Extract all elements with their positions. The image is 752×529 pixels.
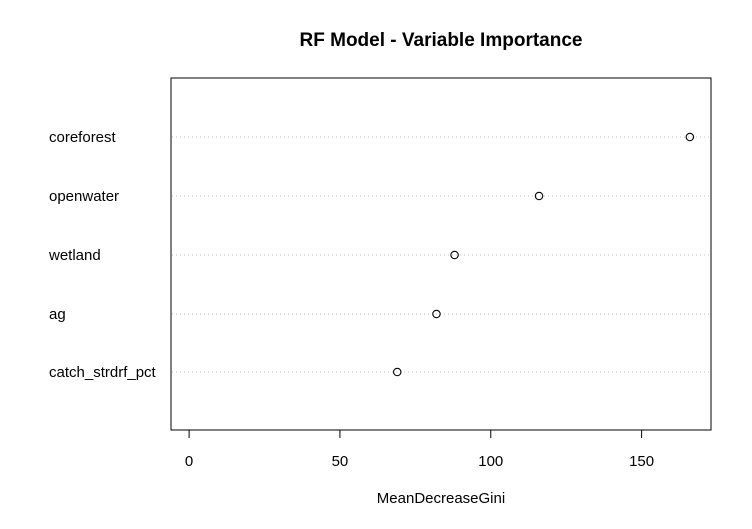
x-axis: 0 50 100 150 bbox=[185, 429, 654, 470]
data-point-catch_strdrf_pct bbox=[393, 367, 402, 377]
data-points bbox=[393, 132, 695, 377]
category-label-openwater: openwater bbox=[49, 188, 119, 205]
category-label-wetland: wetland bbox=[48, 247, 101, 264]
category-labels: coreforest openwater wetland ag catch_strdrf… bbox=[48, 129, 157, 381]
chart-title: RF Model - Variable Importance bbox=[300, 30, 583, 51]
category-label-ag: ag bbox=[49, 306, 66, 323]
x-tick-label-50: 50 bbox=[332, 453, 349, 470]
data-point-openwater bbox=[534, 191, 544, 201]
x-axis-title: MeanDecreaseGini bbox=[377, 490, 505, 507]
data-point-ag bbox=[432, 309, 441, 319]
plot-frame bbox=[170, 77, 712, 431]
data-point-wetland bbox=[450, 250, 459, 260]
x-tick-label-150: 150 bbox=[629, 453, 654, 470]
data-point-coreforest bbox=[685, 132, 695, 142]
guide-lines bbox=[172, 136, 710, 373]
x-tick-label-0: 0 bbox=[185, 453, 193, 470]
category-label-catch_strdrf_pct: catch_strdrf_pct bbox=[49, 364, 157, 381]
category-label-coreforest: coreforest bbox=[49, 129, 117, 146]
x-tick-label-100: 100 bbox=[478, 453, 503, 470]
